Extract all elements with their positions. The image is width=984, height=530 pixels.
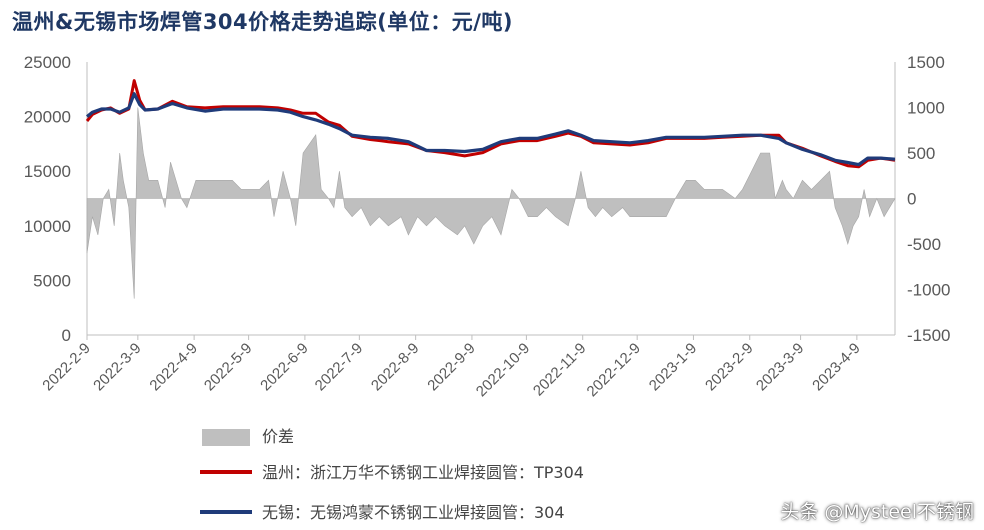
x-tick-label: 2023-2-9 <box>702 340 756 394</box>
legend-label: 温州：浙江万华不锈钢工业焊接圆管：TP304 <box>262 463 584 482</box>
right-y-tick-label: -1500 <box>907 326 950 345</box>
left-y-tick-label: 20000 <box>24 108 71 127</box>
left-y-axis-ticks: 25000 20000 15000 10000 5000 0 <box>24 53 71 345</box>
left-y-tick-label: 5000 <box>33 271 71 290</box>
x-tick-label: 2023-1-9 <box>646 340 700 394</box>
x-tick-label: 2022-6-9 <box>257 340 311 394</box>
wenzhou-price-line <box>85 79 896 169</box>
left-y-tick-label: 0 <box>62 326 71 345</box>
x-tick-label: 2022-12-9 <box>584 340 644 400</box>
x-tick-label: 2022-10-9 <box>473 340 533 400</box>
x-tick-label: 2022-9-9 <box>424 340 478 394</box>
right-y-tick-label: -1000 <box>907 281 950 300</box>
x-tick-label: 2023-4-9 <box>809 340 863 394</box>
legend-label: 无锡：无锡鸿蒙不锈钢工业焊接圆管：304 <box>262 503 565 522</box>
x-tick-label: 2022-8-9 <box>368 340 422 394</box>
chart-title: 温州&无锡市场焊管304价格走势追踪(单位：元/吨) <box>12 10 514 34</box>
x-tick-label: 2022-11-9 <box>530 340 590 400</box>
wuxi-price-line <box>85 92 896 167</box>
price-lines <box>85 79 896 169</box>
right-y-tick-label: 500 <box>907 144 935 163</box>
x-tick-label: 2022-2-9 <box>39 340 93 394</box>
left-y-tick-label: 15000 <box>24 162 71 181</box>
right-y-tick-label: -500 <box>907 235 941 254</box>
spread-area-path <box>86 107 896 299</box>
right-y-tick-label: 0 <box>907 190 916 209</box>
x-tick-label: 2022-5-9 <box>201 340 255 394</box>
left-y-tick-label: 10000 <box>24 217 71 236</box>
x-tick-label: 2023-3-9 <box>753 340 807 394</box>
x-tick-label: 2022-4-9 <box>146 340 200 394</box>
right-y-tick-label: 1000 <box>907 99 945 118</box>
left-y-tick-label: 25000 <box>24 53 71 72</box>
legend-swatch-spread <box>202 429 250 446</box>
right-y-axis-ticks: 1500 1000 500 0 -500 -1000 -1500 <box>907 53 950 345</box>
legend-label: 价差 <box>262 427 294 446</box>
watermark: 头条 @Mysteel不锈钢 <box>780 501 974 523</box>
spread-area-series <box>86 107 896 299</box>
right-y-tick-label: 1500 <box>907 53 945 72</box>
x-tick-label: 2022-3-9 <box>90 340 144 394</box>
x-tick-label: 2022-7-9 <box>312 340 366 394</box>
